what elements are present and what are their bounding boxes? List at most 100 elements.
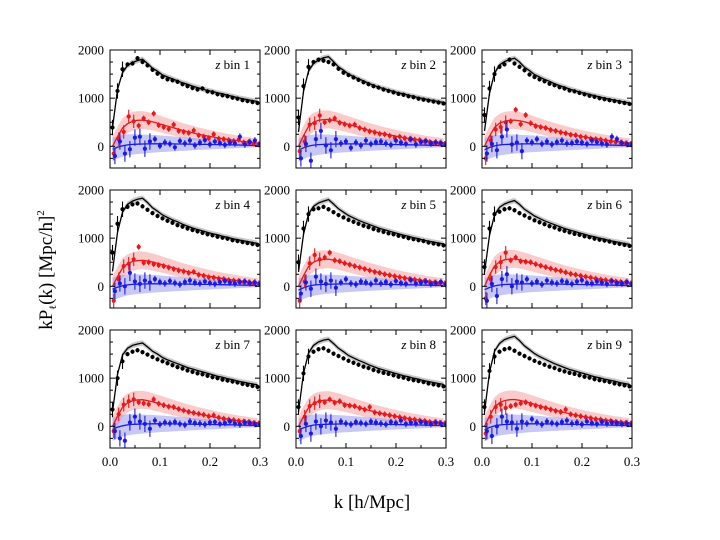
hexadecapole-data-point — [222, 420, 227, 426]
quadrupole-data-point — [372, 130, 377, 135]
hexadecapole-data-point — [614, 280, 620, 286]
monopole-data-point — [250, 241, 255, 247]
monopole-data-point — [326, 59, 331, 65]
monopole-data-point — [185, 368, 190, 373]
monopole-data-point — [130, 349, 135, 354]
monopole-data-point — [230, 237, 235, 243]
hexadecapole-data-point — [177, 421, 182, 427]
hexadecapole-data-point — [579, 277, 585, 283]
y-axis-title: kPℓ(k) [Mpc/h]2 — [35, 210, 59, 330]
quadrupole-data-point — [141, 260, 146, 265]
quadrupole-data-point — [176, 268, 181, 273]
quadrupole-data-point — [136, 244, 141, 249]
quadrupole-data-point — [543, 264, 548, 270]
hexadecapole-data-point — [433, 420, 438, 425]
hexadecapole-data-point — [353, 419, 358, 425]
monopole-data-point — [537, 220, 542, 225]
hexadecapole-data-point — [484, 298, 489, 303]
panel-label-variable: z — [400, 337, 406, 352]
hexadecapole-data-point — [162, 140, 167, 145]
hexadecapole-data-point — [167, 141, 172, 147]
monopole-data-point — [401, 234, 406, 239]
y-tick-label: 2000 — [264, 43, 290, 58]
monopole-data-point — [562, 369, 567, 374]
y-tick-label: 1000 — [264, 371, 290, 386]
quadrupole-data-point — [191, 410, 196, 415]
quadrupole-data-point — [402, 276, 407, 281]
hexadecapole-data-point — [614, 137, 620, 142]
hexadecapole-data-point — [388, 142, 393, 147]
hexadecapole-data-series — [112, 264, 260, 300]
monopole-data-point — [165, 218, 170, 223]
quadrupole-data-point — [518, 259, 523, 264]
monopole-data-point — [301, 226, 306, 231]
plot-area — [110, 340, 260, 448]
panel-1: 0 1000 2000 z bin 1 — [78, 43, 261, 169]
hexadecapole-data-point — [423, 420, 428, 426]
monopole-data-point — [567, 88, 572, 93]
monopole-data-point — [245, 98, 250, 104]
quadrupole-data-point — [211, 413, 216, 418]
monopole-data-point — [190, 227, 195, 233]
hexadecapole-data-point — [152, 277, 157, 282]
hexadecapole-data-point — [373, 278, 378, 283]
quadrupole-data-point — [573, 272, 578, 277]
quadrupole-data-point — [382, 412, 387, 417]
monopole-data-point — [482, 264, 487, 270]
monopole-data-point — [115, 88, 120, 94]
hexadecapole-data-point — [604, 142, 610, 147]
hexadecapole-data-point — [298, 291, 303, 296]
x-tick-label: 0.2 — [388, 454, 404, 469]
quadrupole-data-point — [528, 260, 533, 265]
hexadecapole-data-point — [403, 421, 408, 427]
hexadecapole-data-point — [217, 140, 222, 146]
monopole-data-point — [301, 371, 306, 376]
quadrupole-data-point — [533, 123, 538, 129]
monopole-data-point — [220, 235, 225, 240]
monopole-data-point — [180, 82, 185, 87]
hexadecapole-data-point — [207, 420, 212, 425]
y-tick-label: 2000 — [78, 43, 104, 58]
monopole-data-point — [607, 239, 612, 244]
monopole-data-point — [592, 94, 597, 99]
monopole-data-point — [597, 237, 602, 242]
hexadecapole-data-point — [242, 279, 247, 284]
quadrupole-data-point — [352, 263, 357, 269]
panel-label: z bin 8 — [400, 337, 436, 352]
hexadecapole-data-point — [217, 279, 222, 285]
hexadecapole-data-point — [544, 278, 550, 283]
monopole-data-point — [527, 215, 532, 221]
hexadecapole-band — [298, 134, 444, 162]
hexadecapole-data-point — [177, 138, 182, 144]
quadrupole-data-point — [191, 128, 196, 133]
y-tick-label: 2000 — [78, 323, 104, 338]
hexadecapole-data-point — [227, 419, 232, 424]
monopole-data-point — [110, 250, 115, 255]
monopole-data-point — [180, 224, 185, 229]
hexadecapole-data-point — [127, 270, 132, 275]
x-tick-label: 0.3 — [252, 454, 268, 469]
monopole-data-point — [441, 243, 446, 248]
quadrupole-data-point — [181, 129, 186, 134]
quadrupole-data-point — [186, 270, 191, 275]
monopole-data-point — [507, 206, 512, 211]
monopole-data-point — [205, 232, 210, 237]
monopole-data-point — [205, 89, 210, 94]
hexadecapole-data-point — [383, 141, 388, 146]
monopole-data-point — [602, 238, 607, 243]
monopole-data-point — [301, 84, 306, 89]
hexadecapole-data-point — [579, 140, 585, 145]
hexadecapole-data-point — [624, 421, 630, 426]
hexadecapole-data-point — [232, 421, 237, 426]
monopole-data-point — [170, 363, 175, 368]
hexadecapole-data-point — [187, 419, 192, 424]
quadrupole-data-point — [181, 269, 186, 274]
x-tick-label: 0.1 — [338, 454, 354, 469]
hexadecapole-data-point — [202, 422, 207, 427]
monopole-data-point — [562, 228, 567, 234]
monopole-data-point — [120, 359, 125, 364]
monopole-data-point — [406, 236, 411, 241]
quadrupole-data-point — [151, 262, 156, 267]
hexadecapole-data-point — [338, 419, 343, 424]
quadrupole-data-point — [528, 121, 533, 126]
